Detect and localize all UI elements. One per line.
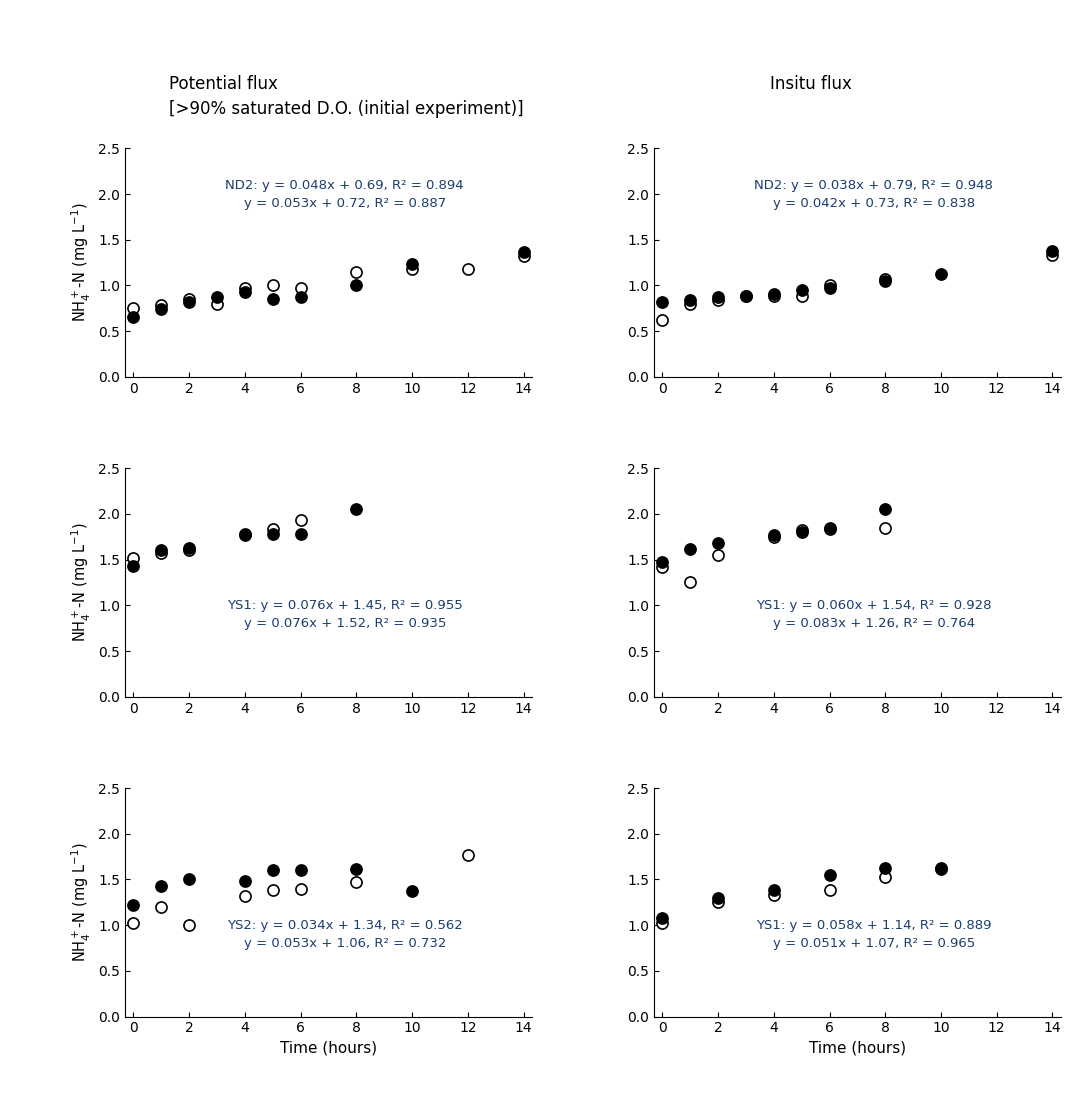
Text: YS2: y = 0.034x + 1.34, R² = 0.562
y = 0.053x + 1.06, R² = 0.732: YS2: y = 0.034x + 1.34, R² = 0.562 y = 0… — [227, 919, 462, 950]
Y-axis label: NH$_4^+$-N (mg L$^{-1}$): NH$_4^+$-N (mg L$^{-1}$) — [70, 843, 92, 962]
Text: ND2: y = 0.038x + 0.79, R² = 0.948
y = 0.042x + 0.73, R² = 0.838: ND2: y = 0.038x + 0.79, R² = 0.948 y = 0… — [754, 178, 993, 210]
X-axis label: Time (hours): Time (hours) — [280, 1041, 378, 1056]
X-axis label: Time (hours): Time (hours) — [808, 1041, 906, 1056]
Text: ND2: y = 0.048x + 0.69, R² = 0.894
y = 0.053x + 0.72, R² = 0.887: ND2: y = 0.048x + 0.69, R² = 0.894 y = 0… — [225, 178, 465, 210]
Text: [>90% saturated D.O. (initial experiment)]: [>90% saturated D.O. (initial experiment… — [169, 100, 523, 118]
Y-axis label: NH$_4^+$-N (mg L$^{-1}$): NH$_4^+$-N (mg L$^{-1}$) — [70, 523, 92, 642]
Text: YS1: y = 0.060x + 1.54, R² = 0.928
y = 0.083x + 1.26, R² = 0.764: YS1: y = 0.060x + 1.54, R² = 0.928 y = 0… — [756, 599, 991, 630]
Text: Insitu flux: Insitu flux — [769, 76, 852, 93]
Text: Potential flux: Potential flux — [169, 76, 277, 93]
Text: YS1: y = 0.058x + 1.14, R² = 0.889
y = 0.051x + 1.07, R² = 0.965: YS1: y = 0.058x + 1.14, R² = 0.889 y = 0… — [756, 919, 991, 950]
Text: YS1: y = 0.076x + 1.45, R² = 0.955
y = 0.076x + 1.52, R² = 0.935: YS1: y = 0.076x + 1.45, R² = 0.955 y = 0… — [227, 599, 462, 630]
Y-axis label: NH$_4^+$-N (mg L$^{-1}$): NH$_4^+$-N (mg L$^{-1}$) — [70, 203, 92, 322]
